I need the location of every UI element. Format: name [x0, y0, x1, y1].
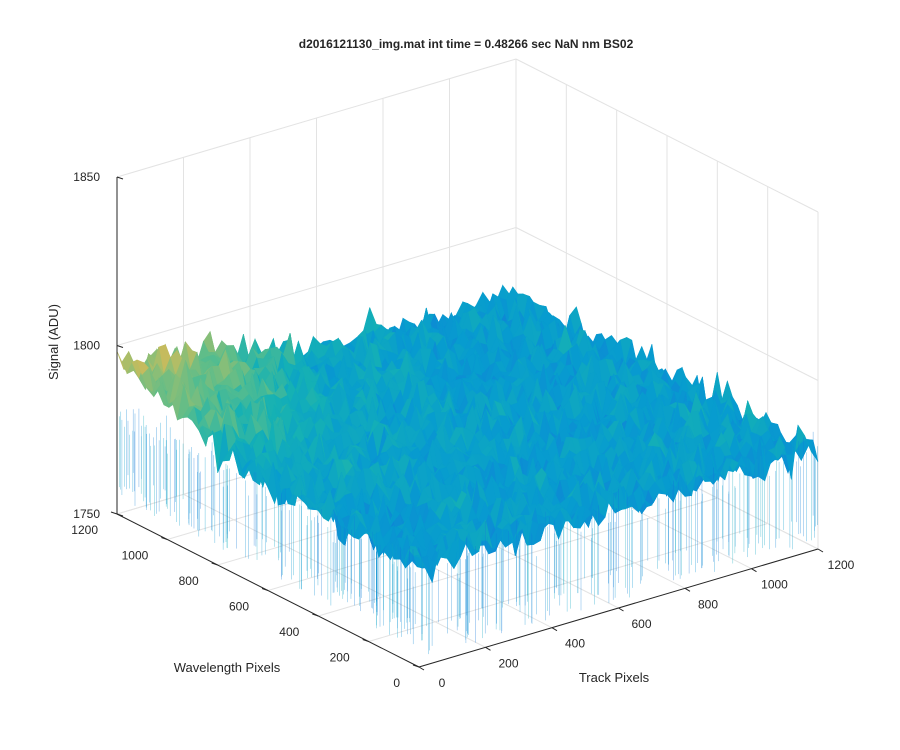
z-tick-label: 1800: [73, 339, 100, 353]
y-tick-label: 600: [229, 600, 249, 614]
z-axis-tick: [116, 513, 124, 517]
y-axis-label: Wavelength Pixels: [174, 660, 281, 675]
y-tick-label: 1000: [122, 549, 149, 563]
chart-title: d2016121130_img.mat int time = 0.48266 s…: [299, 37, 634, 51]
y-tick-label: 200: [330, 651, 350, 665]
surface-patch: [413, 554, 426, 569]
y-axis-tick: [161, 537, 168, 540]
x-axis-tick: [418, 666, 425, 671]
side-wall-grid-line-z: [515, 227, 819, 381]
y-tick-label: 0: [393, 676, 400, 690]
z-tick-label: 1850: [73, 170, 100, 184]
y-axis-tick: [110, 511, 118, 515]
surface-patch: [805, 439, 819, 462]
back-wall-grid-line-z: [116, 58, 517, 178]
x-axis-tick: [817, 548, 824, 553]
y-tick-label: 1200: [71, 523, 98, 537]
x-tick-label: 200: [498, 656, 518, 670]
x-tick-label: 400: [565, 637, 585, 651]
y-axis-tick: [362, 639, 369, 642]
x-axis-tick: [551, 627, 558, 632]
y-tick-label: 800: [179, 574, 199, 588]
x-tick-label: 1000: [761, 578, 788, 592]
x-tick-label: 600: [631, 617, 651, 631]
x-axis-tick: [485, 646, 491, 651]
y-tick-label: 400: [279, 625, 299, 639]
z-axis-tick: [116, 176, 124, 180]
axes: [110, 176, 824, 671]
z-axis-tick: [116, 345, 124, 348]
y-axis-tick: [211, 562, 218, 566]
side-wall-grid-line-z: [515, 58, 819, 213]
x-tick-label: 800: [698, 597, 718, 611]
back-wall-grid-line-z: [116, 227, 517, 346]
y-axis-tick: [261, 588, 269, 591]
y-axis-tick: [412, 664, 420, 668]
z-tick-label: 1750: [73, 507, 100, 521]
surface-mesh: [116, 284, 819, 655]
tick-labels: 0 0 200 200 400 400 600 600 800 800 1000 1000 1200 12…: [71, 170, 854, 690]
y-axis-tick: [312, 613, 319, 617]
x-axis-tick: [751, 568, 757, 573]
x-axis-tick: [618, 607, 624, 612]
z-axis-label: Signal (ADU): [46, 304, 61, 380]
x-tick-label: 1200: [828, 558, 855, 572]
x-tick-label: 0: [439, 676, 446, 690]
x-axis-label: Track Pixels: [579, 670, 650, 685]
x-axis-tick: [684, 587, 691, 592]
